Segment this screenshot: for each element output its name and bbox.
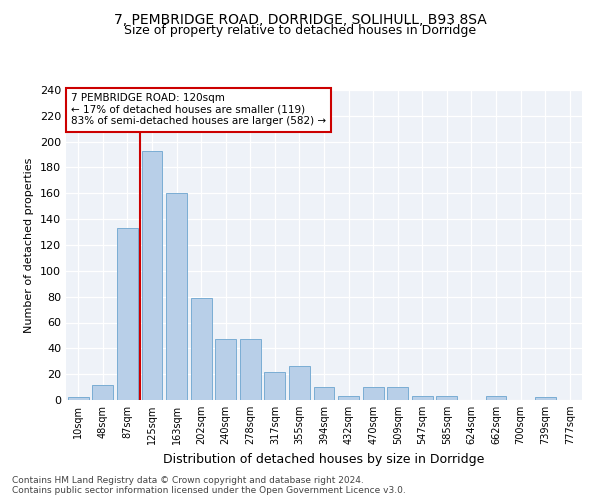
Bar: [265, 372, 286, 400]
Text: Contains HM Land Registry data © Crown copyright and database right 2024.
Contai: Contains HM Land Registry data © Crown c…: [12, 476, 406, 495]
Text: Size of property relative to detached houses in Dorridge: Size of property relative to detached ho…: [124, 24, 476, 37]
Bar: [387, 387, 408, 400]
Bar: [362, 387, 383, 400]
X-axis label: Distribution of detached houses by size in Dorridge: Distribution of detached houses by size …: [163, 452, 485, 466]
Y-axis label: Number of detached properties: Number of detached properties: [25, 158, 34, 332]
Bar: [215, 340, 236, 400]
Bar: [436, 396, 457, 400]
Bar: [485, 396, 506, 400]
Bar: [535, 398, 556, 400]
Bar: [240, 340, 261, 400]
Text: 7 PEMBRIDGE ROAD: 120sqm
← 17% of detached houses are smaller (119)
83% of semi-: 7 PEMBRIDGE ROAD: 120sqm ← 17% of detach…: [71, 93, 326, 126]
Bar: [92, 384, 113, 400]
Bar: [314, 387, 334, 400]
Bar: [68, 398, 89, 400]
Bar: [289, 366, 310, 400]
Bar: [166, 194, 187, 400]
Bar: [338, 396, 359, 400]
Bar: [117, 228, 138, 400]
Bar: [142, 150, 163, 400]
Bar: [412, 396, 433, 400]
Text: 7, PEMBRIDGE ROAD, DORRIDGE, SOLIHULL, B93 8SA: 7, PEMBRIDGE ROAD, DORRIDGE, SOLIHULL, B…: [113, 12, 487, 26]
Bar: [191, 298, 212, 400]
